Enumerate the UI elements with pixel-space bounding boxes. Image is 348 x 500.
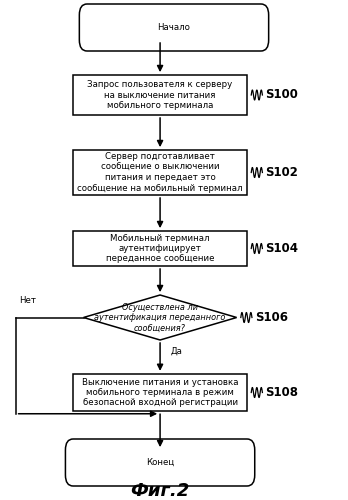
Text: Фиг.2: Фиг.2 <box>130 482 190 500</box>
Text: Да: Да <box>171 346 182 356</box>
Text: Выключение питания и установка
мобильного терминала в режим
безопасной входной р: Выключение питания и установка мобильног… <box>82 378 238 408</box>
Bar <box>73 231 247 266</box>
Text: S102: S102 <box>265 166 298 179</box>
Text: Начало: Начало <box>158 23 190 32</box>
Text: Конец: Конец <box>146 458 174 467</box>
Polygon shape <box>84 295 237 340</box>
Text: Запрос пользователя к серверу
на выключение питания
мобильного терминала: Запрос пользователя к серверу на выключе… <box>87 80 233 110</box>
Text: S106: S106 <box>255 311 288 324</box>
Bar <box>73 374 247 411</box>
Text: Осуществлена ли
аутентификация переданного
сообщения?: Осуществлена ли аутентификация переданно… <box>94 302 226 332</box>
Text: S108: S108 <box>265 386 298 399</box>
Bar <box>73 150 247 195</box>
Text: S104: S104 <box>265 242 298 255</box>
Text: Нет: Нет <box>19 296 36 305</box>
FancyBboxPatch shape <box>65 439 255 486</box>
FancyBboxPatch shape <box>79 4 269 51</box>
Text: S100: S100 <box>265 88 298 102</box>
Text: Сервер подготавливает
сообщение о выключении
питания и передает это
сообщение на: Сервер подготавливает сообщение о выключ… <box>77 152 243 192</box>
Text: Мобильный терминал
аутентифицирует
переданное сообщение: Мобильный терминал аутентифицирует перед… <box>106 234 214 264</box>
Bar <box>73 75 247 115</box>
